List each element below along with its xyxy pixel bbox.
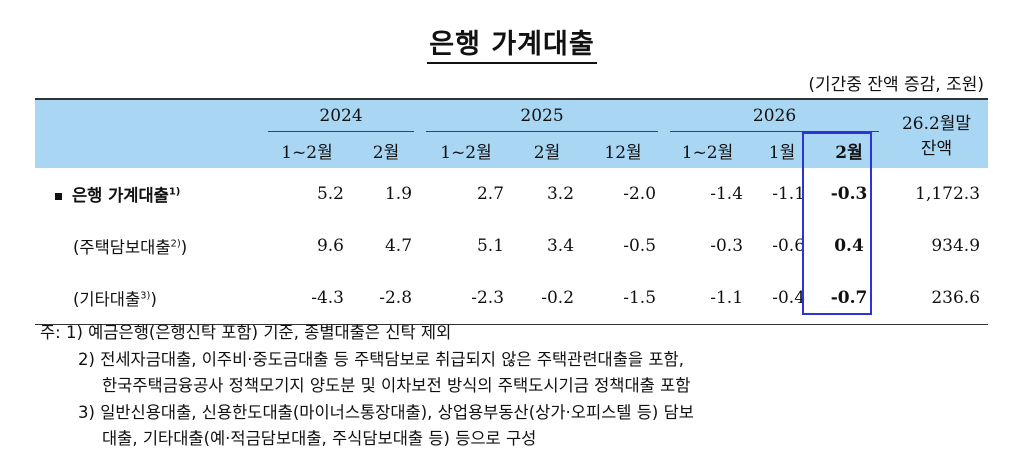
table-cell: -2.3	[471, 287, 505, 308]
table-cell: 2.7	[476, 184, 505, 204]
period-header: 1~2월	[262, 132, 352, 168]
square-bullet-icon	[55, 193, 62, 200]
table-cell: 1.9	[384, 184, 413, 204]
balance-header: 26.2월말 잔액	[885, 99, 989, 168]
table-cell: 4.7	[384, 236, 413, 256]
table-cell: -0.5	[623, 236, 657, 256]
year-header: 2025	[420, 99, 665, 132]
page-title: 은행 가계대출	[0, 22, 1024, 64]
table-cell: -0.2	[541, 287, 575, 308]
row-label: (주택담보대출2))	[73, 238, 188, 257]
table-row: (주택담보대출2)) 9.6 4.7 5.1 3.4 -0.5 -0.3 -0.…	[35, 220, 988, 272]
table-cell: -1.1	[710, 287, 744, 308]
loan-table-wrap: 2024 2025 2026 26.2월말 잔액 1~2월 2월 1~2월 2월…	[35, 98, 989, 325]
period-header: 1~2월	[664, 132, 752, 168]
year-header: 2024	[262, 99, 421, 132]
year-header: 2026	[664, 99, 886, 132]
highlight-cell: -0.3	[830, 184, 868, 204]
footnote-3-cont: 대출, 기타대출(예·적금담보대출, 주식담보대출 등) 등으로 구성	[102, 429, 537, 448]
footnote-2-cont: 한국주택금융공사 정책모기지 양도분 및 이차보전 방식의 주택도시기금 정책대…	[102, 376, 691, 395]
balance-cell: 1,172.3	[915, 184, 981, 204]
header-row-periods: 1~2월 2월 1~2월 2월 12월 1~2월 1월 2월	[35, 132, 988, 168]
highlight-cell: -0.7	[830, 287, 868, 308]
highlight-cell: 0.4	[834, 236, 864, 256]
table-cell: -0.4	[772, 287, 806, 308]
row-label: (기타대출3))	[73, 289, 157, 309]
balance-cell: 934.9	[931, 236, 981, 256]
header-row-years: 2024 2025 2026 26.2월말 잔액	[35, 99, 989, 168]
period-header: 1~2월	[420, 132, 513, 168]
header-blank	[35, 99, 262, 168]
table-cell: -1.5	[623, 287, 657, 308]
unit-label: (기간중 잔액 증감, 조원)	[808, 75, 984, 95]
table-cell: -2.8	[379, 287, 413, 308]
table-row: 은행 가계대출1) 5.2 1.9 2.7 3.2 -2.0 -1.4 -1.1…	[35, 168, 988, 220]
table-cell: -1.4	[710, 184, 744, 204]
table-cell: 5.2	[316, 184, 344, 204]
balance-cell: 236.6	[931, 287, 981, 308]
table-row: (기타대출3)) -4.3 -2.8 -2.3 -0.2 -1.5 -1.1 -…	[35, 272, 988, 324]
table-cell: 9.6	[316, 236, 344, 256]
footnotes: 주: 1) 예금은행(은행신탁 포함) 기준, 종별대출은 신탁 제외 2) 전…	[40, 320, 1000, 453]
period-header: 2월	[813, 132, 886, 168]
row-label: 은행 가계대출1)	[35, 168, 262, 220]
period-header: 1월	[751, 132, 814, 168]
table-cell: 5.1	[476, 236, 505, 256]
period-header: 2월	[352, 132, 421, 168]
footnote-3: 3) 일반신용대출, 신용한도대출(마이너스통장대출), 상업용부동산(상가·오…	[78, 402, 694, 422]
table-cell: -0.6	[772, 236, 806, 256]
table-cell: -2.0	[623, 184, 657, 204]
loan-table: 2024 2025 2026 26.2월말 잔액 1~2월 2월 1~2월 2월…	[35, 98, 989, 325]
period-header: 2월	[512, 132, 583, 168]
table-cell: 3.4	[546, 236, 575, 256]
table-cell: -4.3	[311, 287, 344, 308]
footnote-1: 주: 1) 예금은행(은행신탁 포함) 기준, 종별대출은 신탁 제외	[40, 323, 452, 342]
footnote-2: 2) 전세자금대출, 이주비·중도금대출 등 주택담보로 취급되지 않은 주택관…	[78, 349, 684, 369]
table-cell: -0.3	[710, 236, 744, 256]
period-header: 12월	[582, 132, 665, 168]
table-cell: -1.1	[772, 184, 806, 204]
table-cell: 3.2	[546, 184, 575, 204]
